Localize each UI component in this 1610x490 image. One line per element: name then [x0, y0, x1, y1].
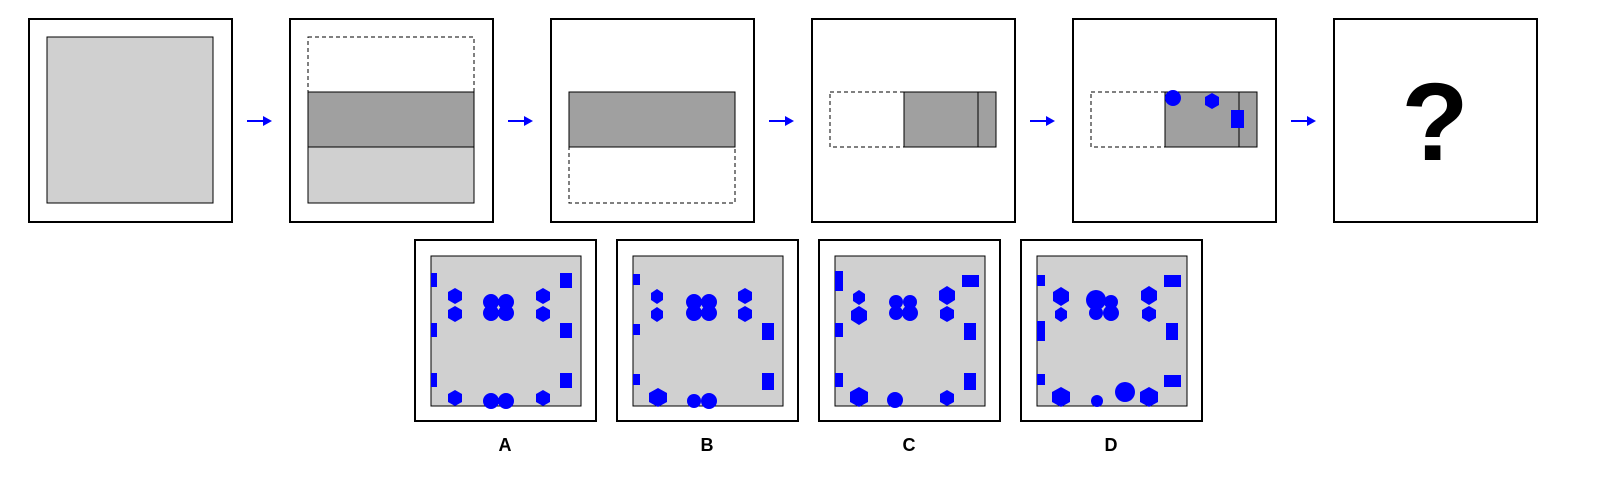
- arrow-1: [247, 116, 272, 126]
- step-5-holes-punched: [1072, 18, 1277, 223]
- option-d-label: D: [1105, 435, 1118, 455]
- step-2-fold-top-down: [289, 18, 494, 223]
- punched-hexagon-hole: [1205, 93, 1219, 109]
- punched-rectangle-hole: [1231, 110, 1244, 128]
- step-6-question: ?: [1333, 18, 1538, 223]
- option-c-label: C: [903, 435, 916, 455]
- step-1-unfolded-paper: [28, 18, 233, 223]
- option-a-label: A: [499, 435, 512, 455]
- option-c[interactable]: C: [818, 239, 1001, 455]
- arrow-3: [769, 116, 794, 126]
- question-mark: ?: [1401, 61, 1468, 184]
- arrow-4: [1030, 116, 1055, 126]
- arrow-2: [508, 116, 533, 126]
- option-d[interactable]: D: [1020, 239, 1203, 455]
- option-b[interactable]: B: [616, 239, 799, 455]
- step-4-fold-left-right: [811, 18, 1016, 223]
- option-b-label: B: [701, 435, 714, 455]
- step-3-fold-bottom-up: [550, 18, 755, 223]
- punched-circle-hole: [1165, 90, 1181, 106]
- option-a[interactable]: A: [414, 239, 597, 455]
- arrow-5: [1291, 116, 1316, 126]
